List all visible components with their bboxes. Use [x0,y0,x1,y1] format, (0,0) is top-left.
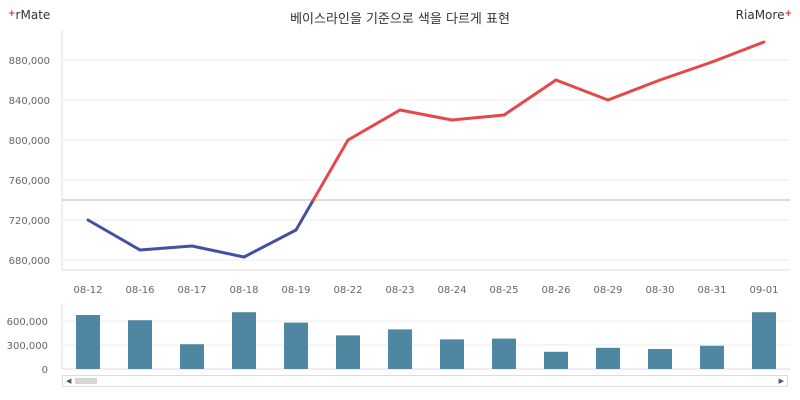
bar [596,347,620,369]
y-tick-label: 600,000 [7,317,48,328]
x-tick-label: 08-26 [541,285,570,296]
bar [76,315,100,369]
x-tick-label: 08-30 [645,285,674,296]
bar [544,351,568,369]
x-tick-label: 08-24 [437,285,466,296]
x-tick-label: 08-25 [489,285,518,296]
bar [180,344,204,369]
series-line-segment [710,40,766,64]
x-tick-label: 08-29 [593,285,622,296]
series-line-segment [242,228,298,259]
series-line-segment [502,78,558,117]
horizontal-scrollbar[interactable]: ◀ ▶ [62,375,788,387]
series-line-segment [554,78,610,102]
series-line-segment [86,218,142,252]
x-tick-label: 09-01 [749,285,778,296]
x-tick-label: 08-12 [73,285,102,296]
y-tick-label: 300,000 [7,341,48,352]
chart-title: 베이스라인을 기준으로 색을 다르게 표현 [290,12,510,27]
series-line-segment [658,60,714,82]
bar [648,349,672,369]
bar [232,312,256,369]
bar [700,345,724,369]
series-line-segment [138,244,194,252]
series-line-segment [311,138,350,202]
y-tick-label: 760,000 [9,176,50,187]
bar [492,338,516,369]
scroll-left-icon[interactable]: ◀ [66,377,72,385]
series-line-segment [346,108,402,142]
series-line-segment [450,113,506,122]
y-tick-label: 720,000 [9,216,50,227]
x-tick-label: 08-17 [177,285,206,296]
brand-mark-icon: + [8,9,16,19]
x-tick-label: 08-18 [229,285,258,296]
x-tick-label: 08-31 [697,285,726,296]
y-tick-label: 880,000 [9,56,50,67]
x-tick-label: 08-19 [281,285,310,296]
series-line-segment [294,198,315,232]
brand-name-left: rMate [15,8,51,22]
y-tick-label: 800,000 [9,136,50,147]
brand-logo-left: +rMate [8,8,50,22]
series-line-segment [606,78,662,102]
x-tick-label: 08-16 [125,285,154,296]
bar [440,339,464,369]
brand-name-right: RiaMore [735,8,785,22]
scroll-right-icon[interactable]: ▶ [778,377,784,385]
bar [128,320,152,369]
bar [336,335,360,369]
bar [284,322,308,369]
series-line-segment [190,244,246,259]
brand-logo-right: RiaMore+ [736,8,792,22]
y-tick-label: 680,000 [9,256,50,267]
bar [752,312,776,369]
y-tick-label: 0 [42,365,48,376]
brand-mark-icon: + [784,9,792,19]
y-tick-label: 840,000 [9,96,50,107]
x-tick-label: 08-22 [333,285,362,296]
series-line-segment [398,108,454,122]
scroll-thumb[interactable] [75,378,97,384]
bar [388,329,412,369]
x-tick-label: 08-23 [385,285,414,296]
